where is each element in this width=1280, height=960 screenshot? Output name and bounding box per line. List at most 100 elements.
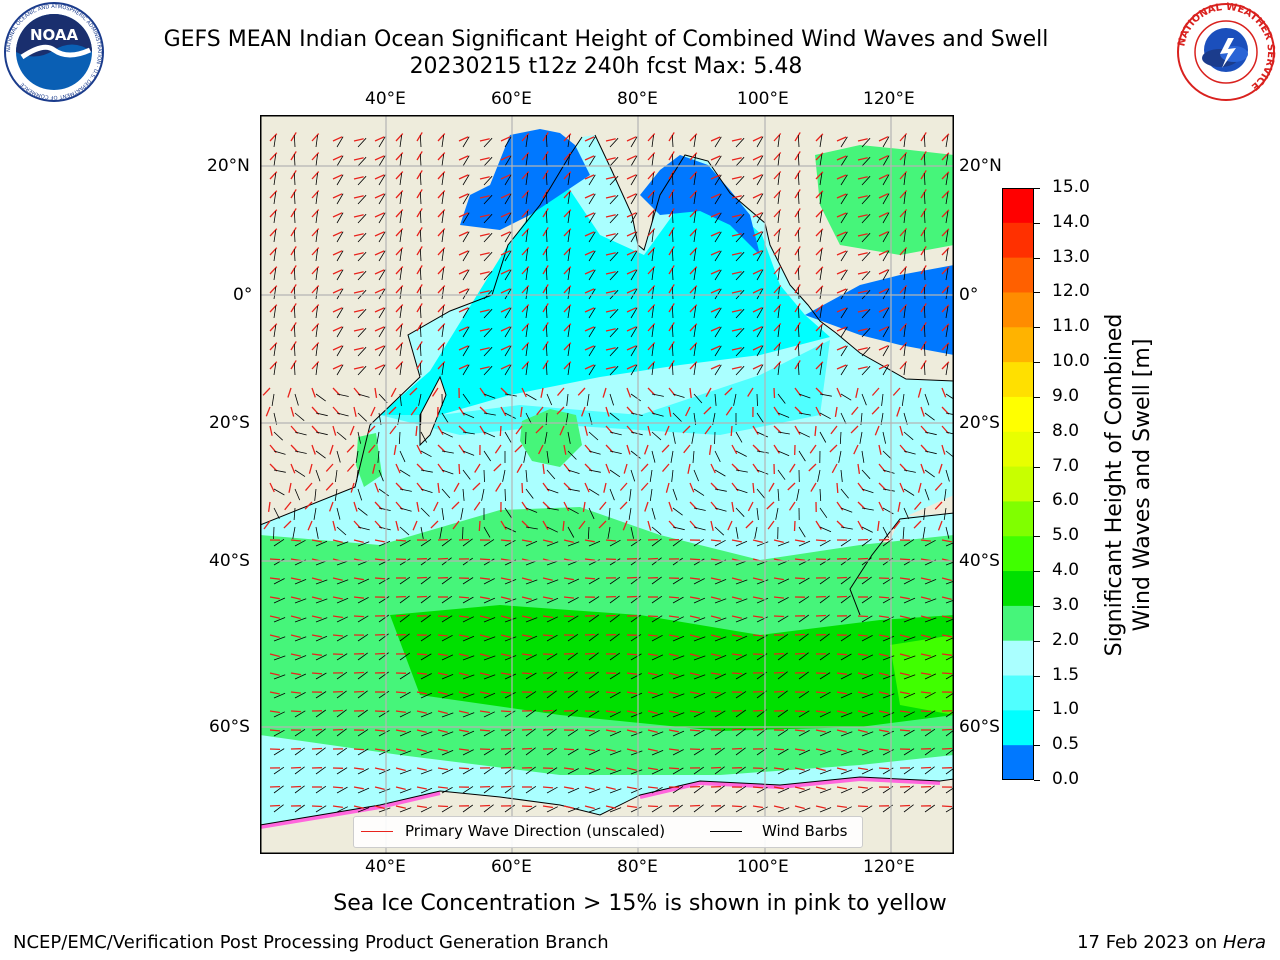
- wave-direction-arrow: [647, 520, 652, 531]
- wind-barb: [336, 747, 348, 756]
- wave-direction-arrow: [853, 444, 859, 455]
- wind-barb: [882, 488, 895, 492]
- wind-barb: [819, 325, 823, 338]
- wind-barb: [693, 154, 697, 167]
- colorbar-tick: [1034, 710, 1040, 712]
- wave-direction-arrow: [350, 482, 355, 493]
- wave-direction-arrow: [668, 303, 675, 313]
- wind-barb: [609, 558, 621, 566]
- wind-barb: [399, 691, 411, 699]
- colorbar-tick-label: 0.5: [1052, 734, 1080, 755]
- wave-direction-arrow: [605, 309, 616, 313]
- wind-barb: [693, 785, 704, 794]
- wave-direction-arrow: [311, 805, 323, 808]
- wind-barbs-legend-line: [710, 831, 742, 832]
- wave-direction-arrow: [668, 227, 675, 237]
- wave-direction-arrow: [559, 425, 565, 436]
- wind-barb: [586, 393, 590, 406]
- wind-barb: [441, 538, 452, 547]
- wind-barb: [714, 539, 726, 547]
- wind-barb: [544, 431, 548, 444]
- wind-barb: [334, 488, 338, 501]
- wave-direction-arrow: [878, 444, 882, 455]
- wind-barb: [819, 526, 832, 533]
- wave-direction-arrow: [452, 520, 460, 530]
- wave-direction-arrow: [479, 672, 490, 676]
- wind-barb: [378, 307, 386, 319]
- wave-direction-arrow: [500, 288, 511, 294]
- wind-barb: [630, 450, 641, 459]
- wave-direction-arrow: [367, 425, 376, 434]
- wind-barb: [525, 747, 536, 756]
- wave-direction-arrow: [710, 463, 716, 474]
- wave-direction-arrow: [836, 250, 847, 256]
- wave-direction-arrow: [689, 228, 698, 237]
- wave-direction-arrow: [584, 482, 590, 493]
- wind-barb: [525, 766, 536, 775]
- wind-barb: [399, 469, 411, 477]
- wind-barb: [798, 431, 810, 438]
- wind-barb: [945, 469, 950, 482]
- wind-barb: [903, 804, 914, 813]
- wind-barb: [294, 469, 306, 477]
- wind-barb: [609, 412, 620, 421]
- wave-direction-arrow: [647, 672, 658, 676]
- wave-direction-arrow: [623, 463, 628, 474]
- wind-barb: [756, 326, 764, 338]
- wave-direction-arrow: [416, 691, 427, 695]
- wind-barb: [336, 767, 348, 775]
- wave-direction-arrow: [269, 323, 278, 332]
- wind-barb: [273, 325, 277, 338]
- wave-direction-arrow: [768, 482, 775, 492]
- wave-direction-arrow: [899, 152, 908, 161]
- wind-barb: [588, 431, 599, 441]
- wind-barb: [903, 306, 906, 319]
- wind-barb: [357, 270, 367, 281]
- wind-barb: [355, 450, 359, 463]
- wind-barb: [693, 766, 705, 775]
- wave-direction-arrow: [290, 596, 301, 600]
- wave-direction-arrow: [647, 361, 656, 370]
- wave-direction-arrow: [284, 501, 292, 511]
- wave-direction-arrow: [913, 520, 922, 529]
- wind-barb: [462, 616, 474, 623]
- wind-barb: [483, 308, 493, 319]
- wave-direction-arrow: [542, 463, 545, 474]
- wind-barb: [462, 393, 471, 404]
- wave-direction-arrow: [752, 250, 763, 256]
- wave-direction-arrow: [521, 171, 530, 180]
- wave-direction-arrow: [437, 482, 440, 493]
- wave-direction-arrow: [458, 634, 469, 638]
- wind-barb: [756, 307, 764, 319]
- wave-direction-arrow: [626, 174, 637, 180]
- wind-barb: [819, 507, 828, 519]
- wind-barb: [628, 507, 632, 520]
- wind-barb: [419, 172, 422, 186]
- wind-barb: [651, 287, 654, 300]
- wave-direction-arrow: [479, 634, 490, 639]
- wave-direction-arrow: [747, 501, 754, 512]
- asia-coastline: [594, 134, 955, 382]
- wind-barb: [714, 655, 727, 661]
- wave-direction-arrow: [647, 691, 658, 696]
- wind-barb: [357, 652, 368, 661]
- wave-direction-arrow: [416, 208, 423, 218]
- wind-barb: [797, 191, 800, 205]
- wave-direction-arrow: [584, 558, 595, 561]
- wind-barb: [567, 488, 580, 492]
- wave-direction-arrow: [474, 463, 481, 473]
- wave-direction-arrow: [626, 653, 638, 656]
- wave-direction-arrow: [395, 171, 404, 180]
- wind-barb: [525, 672, 537, 680]
- wave-direction-arrow: [647, 266, 656, 275]
- wave-and-wind-vectors: [262, 132, 958, 813]
- wave-direction-arrow: [752, 463, 760, 473]
- wave-direction-arrow: [810, 482, 817, 492]
- wind-barb: [756, 616, 768, 623]
- wind-barb: [293, 362, 296, 376]
- wave-direction-arrow: [773, 748, 785, 751]
- wave-direction-arrow: [542, 227, 549, 237]
- wave-direction-arrow: [899, 596, 910, 600]
- wind-barb: [672, 655, 685, 661]
- wave-direction-arrow: [374, 174, 385, 180]
